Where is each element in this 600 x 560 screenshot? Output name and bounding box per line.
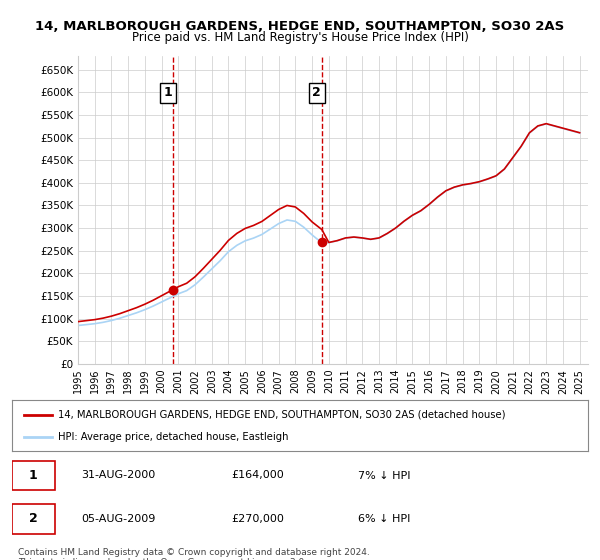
Text: 2: 2 [29, 512, 38, 525]
Text: 7% ↓ HPI: 7% ↓ HPI [358, 470, 410, 480]
FancyBboxPatch shape [12, 504, 55, 534]
Text: Price paid vs. HM Land Registry's House Price Index (HPI): Price paid vs. HM Land Registry's House … [131, 31, 469, 44]
Text: Contains HM Land Registry data © Crown copyright and database right 2024.
This d: Contains HM Land Registry data © Crown c… [18, 548, 370, 560]
Text: £164,000: £164,000 [231, 470, 284, 480]
Text: 1: 1 [29, 469, 38, 482]
Text: 6% ↓ HPI: 6% ↓ HPI [358, 514, 410, 524]
Text: 14, MARLBOROUGH GARDENS, HEDGE END, SOUTHAMPTON, SO30 2AS: 14, MARLBOROUGH GARDENS, HEDGE END, SOUT… [35, 20, 565, 32]
Text: HPI: Average price, detached house, Eastleigh: HPI: Average price, detached house, East… [58, 432, 289, 442]
Text: 1: 1 [163, 86, 172, 100]
FancyBboxPatch shape [12, 461, 55, 490]
Text: £270,000: £270,000 [231, 514, 284, 524]
Text: 14, MARLBOROUGH GARDENS, HEDGE END, SOUTHAMPTON, SO30 2AS (detached house): 14, MARLBOROUGH GARDENS, HEDGE END, SOUT… [58, 409, 506, 419]
Text: 31-AUG-2000: 31-AUG-2000 [81, 470, 155, 480]
Text: 2: 2 [313, 86, 321, 100]
Text: 05-AUG-2009: 05-AUG-2009 [81, 514, 155, 524]
